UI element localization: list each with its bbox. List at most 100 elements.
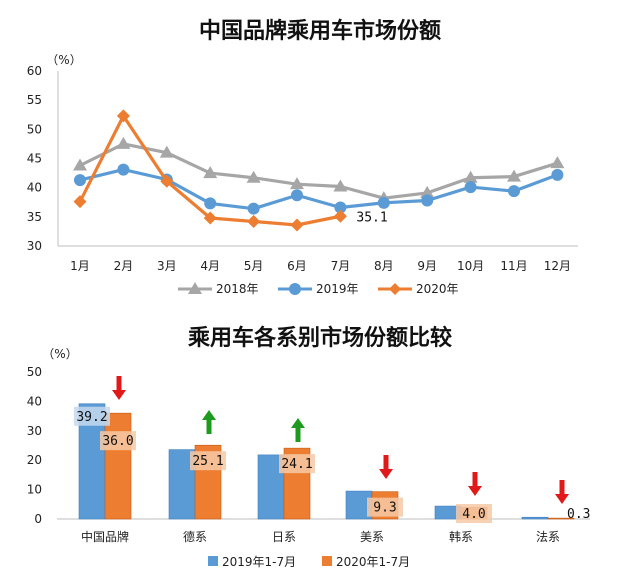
data-point-2020年 (160, 174, 174, 188)
data-point-2018年 (420, 185, 435, 198)
bar-data-label: 9.3 (373, 501, 396, 516)
legend-swatch-2019年1-7月 (208, 556, 218, 566)
data-point-2018年 (507, 169, 521, 182)
data-point-2018年 (290, 177, 304, 190)
line-x-tick-label: 9月 (417, 259, 437, 273)
line-y-tick-label: 40 (27, 181, 42, 195)
data-point-2018年 (159, 145, 174, 158)
data-point-2019年 (421, 194, 434, 207)
data-point-2018年 (550, 156, 565, 169)
line-y-tick-label: 45 (27, 152, 42, 166)
bar-chart-title: 乘用车各系别市场份额比较 (187, 325, 452, 351)
data-point-2019年 (377, 196, 390, 209)
arrow-head (468, 486, 482, 496)
legend-swatch-2020年1-7月 (322, 556, 332, 566)
bar-x-tick-label: 法系 (536, 530, 560, 544)
legend-label-2020年1-7月: 2020年1-7月 (336, 555, 410, 569)
trend-arrow-down-icon (112, 376, 126, 400)
data-label-bg (279, 454, 315, 474)
line-x-tick-label: 7月 (331, 259, 351, 273)
data-point-2018年 (463, 170, 478, 183)
arrow-head (379, 469, 393, 479)
bar-y-tick-label: 50 (27, 365, 42, 379)
data-point-2018年 (73, 158, 87, 171)
bar-2019年1-7月 (521, 516, 549, 520)
line-y-tick-label: 30 (27, 239, 42, 253)
arrow-shaft (559, 480, 565, 496)
bar-data-label: 24.1 (281, 457, 312, 472)
data-label-bg (367, 497, 403, 517)
data-point-2020年 (116, 109, 130, 123)
data-point-2020年 (333, 209, 347, 223)
trend-arrow-down-icon (555, 480, 569, 504)
line-x-tick-label: 8月 (374, 259, 394, 273)
line-x-tick-label: 11月 (500, 259, 527, 273)
bar-y-tick-label: 10 (27, 483, 42, 497)
data-point-2019年 (204, 197, 217, 210)
bar-x-tick-label: 德系 (183, 529, 207, 544)
bar-data-label: 25.1 (192, 454, 223, 469)
data-point-2020年 (73, 195, 87, 209)
bar-x-tick-label: 美系 (360, 530, 384, 544)
line-y-tick-label: 50 (27, 122, 42, 136)
legend-label-2020年: 2020年 (416, 282, 459, 296)
series-line-2018年 (79, 142, 558, 200)
legend-marker-2018年 (188, 282, 202, 294)
data-point-2019年 (508, 185, 520, 198)
data-point-2020年 (290, 218, 304, 232)
bar-data-label: 39.2 (76, 410, 107, 425)
line-x-tick-label: 12月 (544, 259, 571, 273)
trend-arrow-down-icon (468, 472, 482, 496)
arrow-shaft (383, 455, 389, 471)
data-point-2018年 (203, 166, 218, 179)
arrow-head (555, 494, 569, 504)
data-point-2019年 (291, 189, 303, 202)
legend-label-2019年1-7月: 2019年1-7月 (222, 555, 296, 569)
line-y-tick-label: 60 (27, 64, 42, 78)
line-chart-title: 中国品牌乘用车市场份额 (199, 18, 441, 44)
legend-label-2018年: 2018年 (216, 282, 259, 296)
data-point-2019年 (334, 201, 347, 214)
data-label-bg (190, 451, 226, 471)
data-label-bg (100, 431, 136, 451)
bar-data-label: 4.0 (462, 507, 485, 522)
bar-x-tick-label: 中国品牌 (81, 529, 129, 544)
line-x-tick-label: 5月 (244, 259, 264, 273)
arrow-shaft (472, 472, 478, 488)
trend-arrow-up-icon (291, 418, 305, 442)
line-data-label: 35.1 (356, 210, 387, 225)
data-point-2019年 (117, 163, 130, 176)
series-line-2019年 (79, 167, 558, 211)
bar-2020年1-7月 (547, 517, 575, 520)
legend-label-2019年: 2019年 (316, 282, 359, 296)
bar-y-tick-label: 40 (27, 394, 42, 408)
line-chart-unit-label: （%） (46, 53, 81, 67)
arrow-shaft (116, 376, 122, 392)
data-point-2019年 (247, 202, 260, 215)
trend-arrow-up-icon (202, 410, 216, 434)
arrow-head (112, 390, 126, 400)
trend-arrow-down-icon (379, 455, 393, 479)
data-point-2019年 (74, 174, 86, 187)
data-label-bg (74, 406, 110, 426)
data-label-bg (456, 504, 492, 523)
line-x-tick-label: 2月 (114, 259, 134, 273)
arrow-shaft (295, 426, 301, 442)
line-x-tick-label: 3月 (157, 259, 177, 273)
legend-marker-2020年 (389, 283, 401, 295)
line-y-tick-label: 35 (27, 210, 42, 224)
data-point-2018年 (246, 170, 261, 183)
bar-data-label: 0.3 (567, 507, 590, 522)
bar-2020年1-7月 (104, 412, 132, 520)
line-x-tick-label: 10月 (457, 259, 484, 273)
line-x-tick-label: 1月 (70, 259, 90, 273)
bar-y-tick-label: 30 (27, 424, 42, 438)
bar-y-tick-label: 0 (34, 512, 42, 526)
bar-y-tick-label: 20 (27, 453, 42, 467)
bar-data-label: 36.0 (102, 434, 133, 449)
legend-marker-2019年 (289, 283, 301, 295)
data-point-2020年 (247, 215, 261, 228)
bar-chart-unit-label: （%） (42, 347, 77, 361)
arrow-head (202, 410, 216, 420)
